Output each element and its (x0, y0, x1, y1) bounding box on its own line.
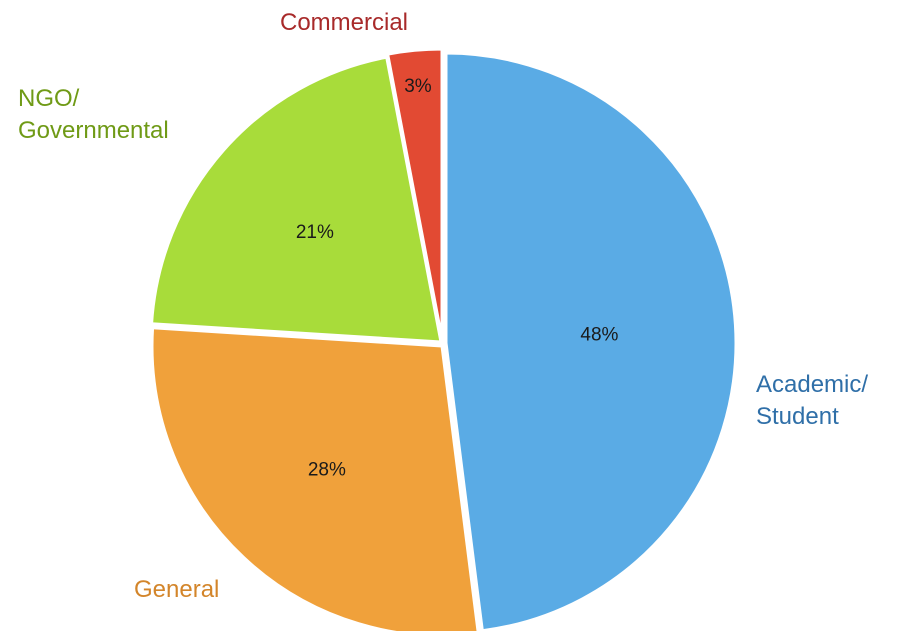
pie-category-label: NGO/Governmental (18, 85, 169, 144)
pie-value-labels: 48% 28% 21% 3% (296, 76, 619, 481)
pie-category-label: Academic/Student (756, 371, 868, 430)
pie-category-labels: Academic/Student General NGO/Governmental C… (18, 9, 868, 603)
pie-value-label: 21% (296, 222, 334, 243)
pie-slice-general (150, 326, 480, 631)
pie-value-label: 3% (404, 76, 432, 97)
pie-slice-academic (444, 51, 738, 631)
pie-value-label: 28% (308, 460, 346, 481)
pie-category-label: Commercial (280, 9, 408, 36)
pie-slice-ngo (150, 55, 443, 344)
pie-value-label: 48% (580, 324, 618, 345)
pie-slices (150, 47, 738, 631)
pie-category-label: General (134, 576, 219, 603)
pie-slice-commercial (386, 47, 444, 341)
